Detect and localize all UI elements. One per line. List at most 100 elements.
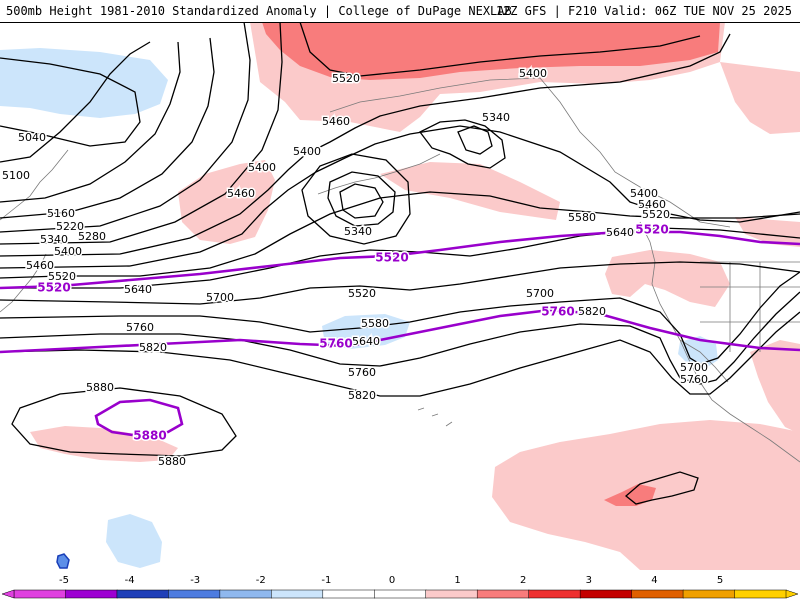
- contour-label-5340-west: 5340: [40, 233, 68, 246]
- highlight-5760: [0, 308, 800, 354]
- contour-5880: [11, 387, 237, 457]
- colorbar-tick--3: -3: [190, 575, 200, 586]
- anomaly-positive-west-pacific: [30, 426, 178, 462]
- contour-5340-low: [327, 171, 396, 227]
- anomaly-negative-central: [322, 314, 410, 349]
- contour-label-5820-west: 5820: [139, 341, 167, 354]
- contour-5400: [0, 33, 731, 257]
- anomaly-shading: [0, 22, 800, 570]
- contour-label-5760-calif: 5760: [680, 373, 708, 386]
- anomaly-positive-mexico-coast: [750, 340, 800, 434]
- colorbar-segment-9: [476, 589, 530, 599]
- coastline-alaska: [329, 77, 731, 228]
- contour-label-5880-top: 5880: [86, 381, 114, 394]
- colorbar-segment-4: [219, 589, 273, 599]
- colorbar-segment-11: [579, 589, 633, 599]
- colorbar-tick--2: -2: [256, 575, 266, 586]
- contour-label-5460-low: 5460: [227, 187, 255, 200]
- contour-5520-north: [299, 22, 701, 77]
- contour-label-5520-north: 5520: [332, 72, 360, 85]
- anomaly-negative-northwest: [0, 48, 168, 118]
- colorbar-segments: [1, 589, 799, 599]
- contour-label-5760-west: 5760: [126, 321, 154, 334]
- border-us-states: [700, 261, 800, 352]
- height-contours: [0, 22, 800, 505]
- contour-label-5700-center: 5700: [206, 291, 234, 304]
- colorbar-segment-12: [631, 589, 684, 599]
- highlight-5520: [0, 230, 800, 290]
- anomaly-positive-aleutian-west: [178, 160, 275, 244]
- contour-5880-subtropical: [624, 471, 699, 505]
- coastline-hawaii: [417, 407, 453, 427]
- anomaly-colorbar: -5 -4 -3 -2 -1 0 1 2 3 4 5: [0, 570, 800, 600]
- colorbar-segment-0: [13, 589, 67, 599]
- contour-label-5400-coast: 5400: [630, 187, 658, 200]
- contour-label-5460-coast: 5460: [638, 198, 666, 211]
- colorbar-segment-1: [65, 589, 118, 599]
- contour-label-5520-coast: 5520: [642, 208, 670, 221]
- contour-label-5640-west: 5640: [124, 283, 152, 296]
- colorbar-tick--4: -4: [125, 575, 135, 586]
- contour-label-5040: 5040: [18, 131, 46, 144]
- highlight-label-5520-west: 5520: [37, 281, 70, 295]
- contour-5040: [0, 57, 141, 147]
- contour-5160: [0, 41, 181, 203]
- colorbar-tick-5: 5: [717, 575, 723, 586]
- contour-5760: [0, 291, 800, 385]
- contour-label-5400-west: 5400: [54, 245, 82, 258]
- contour-5580: [0, 227, 800, 289]
- contour-5820: [0, 311, 800, 397]
- highlight-label-5520-center: 5520: [375, 251, 408, 265]
- contour-label-5640-east: 5640: [606, 226, 634, 239]
- coastline-kamchatka: [0, 149, 69, 221]
- colorbar-tick-labels: -5 -4 -3 -2 -1 0 1 2 3 4 5: [59, 575, 723, 586]
- colorbar-arrow-left: [1, 589, 15, 599]
- colorbar-segment-13: [682, 589, 736, 599]
- colorbar-tick-4: 4: [651, 575, 657, 586]
- highlight-label-5760-center: 5760: [541, 305, 574, 319]
- map-panel[interactable]: 5520 5400 5340 5460 5400 5040 5100 5400 5460 5340…: [0, 22, 800, 570]
- colorbar-segment-14: [734, 589, 787, 599]
- contour-5280-low: [339, 183, 384, 219]
- contour-label-5340-alaska: 5340: [482, 111, 510, 124]
- contour-5400-low: [301, 153, 411, 245]
- colorbar-tick-2: 2: [520, 575, 526, 586]
- map-svg: 5520 540053405460540050405100540054605340…: [0, 22, 800, 570]
- contour-5460: [0, 125, 800, 269]
- highlight-label-5520-east: 5520: [635, 223, 668, 237]
- anomaly-positive-east: [735, 217, 800, 247]
- contour-label-5400-low: 5400: [248, 161, 276, 174]
- contour-5340-alaska: [419, 119, 506, 169]
- anomaly-positive-northeast: [720, 62, 800, 134]
- contour-label-5460-bering: 5460: [322, 115, 350, 128]
- colorbar-segment-2: [116, 589, 170, 599]
- colorbar-tick-3: 3: [586, 575, 592, 586]
- colorbar-segment-7: [374, 589, 427, 599]
- contour-5280-alaska: [457, 125, 493, 155]
- contour-label-5640-center: 5640: [352, 335, 380, 348]
- colorbar-segment-8: [425, 589, 478, 599]
- coastline-japan: [0, 253, 47, 313]
- anomaly-negative-southwest-strong: [56, 553, 70, 569]
- contour-label-5100: 5100: [2, 169, 30, 182]
- highlight-5880: [94, 398, 184, 438]
- contour-5700: [0, 271, 800, 365]
- contour-label-5520-west: 5520: [48, 270, 76, 283]
- colorbar-tick-1: 1: [454, 575, 460, 586]
- colorbar-tick--5: -5: [59, 575, 69, 586]
- contour-5520: [0, 191, 800, 279]
- contour-label-5400-bering: 5400: [293, 145, 321, 158]
- contour-5640: [0, 261, 800, 305]
- coastlines: [0, 77, 800, 463]
- contour-label-5160: 5160: [47, 207, 75, 220]
- highlight-label-5760-west: 5760: [319, 337, 352, 351]
- contour-labels: 5520 540053405460540050405100540054605340…: [1, 66, 710, 470]
- highlight-contours: [0, 230, 800, 438]
- colorbar-svg: -5 -4 -3 -2 -1 0 1 2 3 4 5: [1, 575, 799, 599]
- contour-label-5700-calif: 5700: [680, 361, 708, 374]
- contour-5280: [0, 22, 251, 233]
- contour-label-5220: 5220: [56, 220, 84, 233]
- contour-label-5820-east: 5820: [578, 305, 606, 318]
- colorbar-segment-3: [168, 589, 221, 599]
